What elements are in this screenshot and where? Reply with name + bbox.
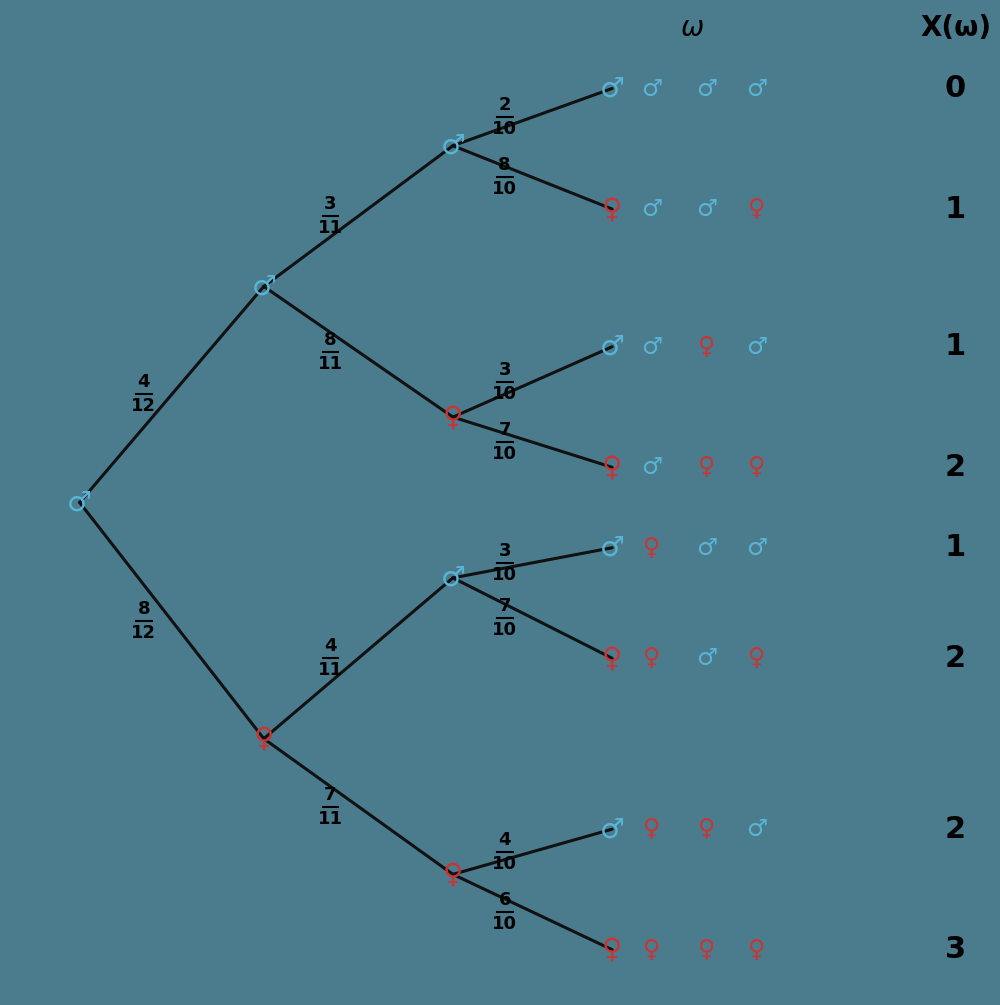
Text: 0: 0 <box>945 74 966 103</box>
Text: 2: 2 <box>945 644 966 672</box>
Text: ♀: ♀ <box>643 817 661 841</box>
Text: ♀: ♀ <box>643 646 661 670</box>
Text: 2: 2 <box>945 815 966 843</box>
Text: ♂: ♂ <box>440 564 465 592</box>
Text: 4: 4 <box>324 637 337 655</box>
Text: 4: 4 <box>498 831 511 849</box>
Text: 11: 11 <box>318 661 343 679</box>
Text: ♀: ♀ <box>748 455 765 479</box>
Text: ♀: ♀ <box>643 536 661 560</box>
Text: ♂: ♂ <box>600 74 625 103</box>
Text: ♂: ♂ <box>440 132 465 160</box>
Text: 4: 4 <box>138 374 150 392</box>
Text: ♂: ♂ <box>600 333 625 361</box>
Text: ♂: ♂ <box>696 76 717 100</box>
Text: ♂: ♂ <box>67 488 92 517</box>
Text: ♀: ♀ <box>602 195 622 223</box>
Text: 10: 10 <box>492 180 517 198</box>
Text: 7: 7 <box>324 786 337 804</box>
Text: 1: 1 <box>945 333 966 361</box>
Text: ♀: ♀ <box>748 197 765 221</box>
Text: ♀: ♀ <box>643 938 661 962</box>
Text: ♀: ♀ <box>443 860 463 888</box>
Text: 11: 11 <box>318 355 343 373</box>
Text: ♀: ♀ <box>443 403 463 431</box>
Text: 3: 3 <box>498 361 511 379</box>
Text: ♂: ♂ <box>746 536 767 560</box>
Text: 2: 2 <box>945 453 966 481</box>
Text: ♀: ♀ <box>602 644 622 672</box>
Text: 3: 3 <box>498 542 511 560</box>
Text: 10: 10 <box>492 445 517 463</box>
Text: 8: 8 <box>498 157 511 175</box>
Text: 1: 1 <box>945 534 966 562</box>
Text: 12: 12 <box>131 397 156 415</box>
Text: ♂: ♂ <box>641 455 663 479</box>
Text: ♂: ♂ <box>746 76 767 100</box>
Text: 8: 8 <box>324 331 337 349</box>
Text: ♀: ♀ <box>698 455 715 479</box>
Text: 7: 7 <box>498 421 511 439</box>
Text: ♂: ♂ <box>600 534 625 562</box>
Text: ♀: ♀ <box>254 725 274 753</box>
Text: 11: 11 <box>318 809 343 827</box>
Text: ♀: ♀ <box>602 453 622 481</box>
Text: ♀: ♀ <box>748 646 765 670</box>
Text: 10: 10 <box>492 915 517 933</box>
Text: 7: 7 <box>498 597 511 615</box>
Text: 3: 3 <box>945 936 966 964</box>
Text: 10: 10 <box>492 385 517 403</box>
Text: ♂: ♂ <box>251 272 276 300</box>
Text: ♀: ♀ <box>602 936 622 964</box>
Text: 10: 10 <box>492 566 517 584</box>
Text: ♂: ♂ <box>696 197 717 221</box>
Text: 12: 12 <box>131 623 156 641</box>
Text: 10: 10 <box>492 854 517 872</box>
Text: X(ω): X(ω) <box>920 14 991 42</box>
Text: 2: 2 <box>498 96 511 115</box>
Text: ♂: ♂ <box>600 815 625 843</box>
Text: 1: 1 <box>945 195 966 223</box>
Text: ♂: ♂ <box>696 536 717 560</box>
Text: ♂: ♂ <box>641 197 663 221</box>
Text: 8: 8 <box>138 600 150 618</box>
Text: 10: 10 <box>492 120 517 138</box>
Text: ♂: ♂ <box>641 335 663 359</box>
Text: ♂: ♂ <box>696 646 717 670</box>
Text: ω: ω <box>680 14 703 42</box>
Text: ♀: ♀ <box>698 938 715 962</box>
Text: ♀: ♀ <box>698 817 715 841</box>
Text: 3: 3 <box>324 195 337 213</box>
Text: 10: 10 <box>492 621 517 639</box>
Text: 6: 6 <box>498 891 511 910</box>
Text: ♀: ♀ <box>698 335 715 359</box>
Text: ♀: ♀ <box>748 938 765 962</box>
Text: 11: 11 <box>318 219 343 237</box>
Text: ♂: ♂ <box>746 335 767 359</box>
Text: ♂: ♂ <box>641 76 663 100</box>
Text: ♂: ♂ <box>746 817 767 841</box>
